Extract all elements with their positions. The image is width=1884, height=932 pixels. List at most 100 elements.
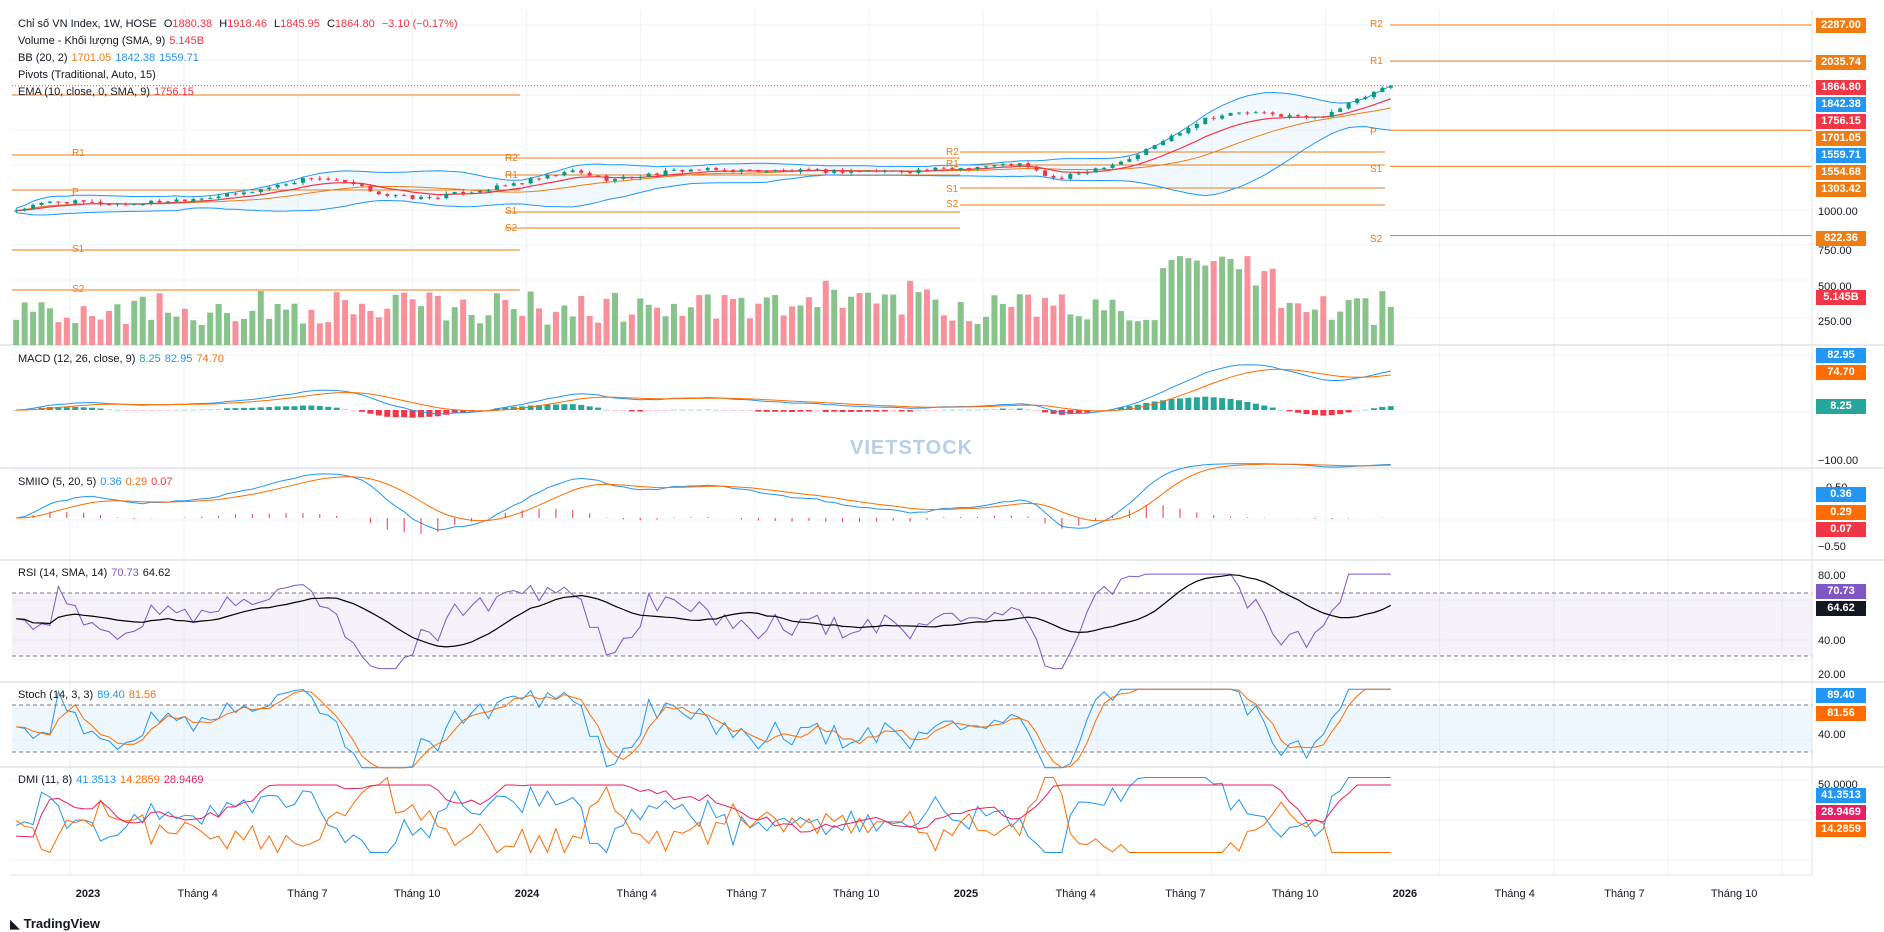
volume-bar (1261, 271, 1268, 345)
volume-bar (350, 314, 357, 345)
candlesticks (14, 84, 1393, 213)
volume-bar (165, 312, 172, 345)
volume-bar (1101, 310, 1108, 345)
volume-bar (1008, 306, 1015, 345)
macd-hist-bar (1008, 408, 1015, 410)
volume-bar (207, 312, 214, 345)
candle-body (300, 178, 305, 183)
macd-hist-bar (510, 406, 517, 410)
candle-body (570, 170, 575, 173)
candle-body (233, 193, 238, 195)
volume-bar (215, 304, 222, 345)
volume-bar (46, 308, 53, 345)
volume-bar (190, 320, 197, 345)
candle-body (317, 178, 322, 180)
macd-hist-bar (1328, 410, 1335, 416)
volume-bar (611, 292, 618, 345)
candle-body (393, 195, 398, 197)
macd-hist-bar (207, 409, 214, 411)
macd-hist-bar (283, 406, 290, 410)
candle-body (1220, 115, 1225, 119)
macd-hist-bar (1160, 400, 1167, 410)
pivot-label-s1: S1 (1370, 164, 1383, 175)
x-axis-label: Tháng 7 (1165, 888, 1206, 900)
volume-bar (687, 307, 694, 345)
macd-hist-bar (375, 410, 382, 416)
volume-bar (358, 303, 365, 345)
macd-hist-bar (654, 410, 661, 411)
volume-bar (679, 315, 686, 345)
macd-hist-bar (131, 410, 138, 411)
macd-signal (16, 368, 1391, 412)
pivot-label-s1-2023: S1 (72, 244, 85, 255)
macd-hist-bar (1202, 396, 1209, 410)
ema-line (16, 98, 1391, 212)
macd-hist-bar (1050, 410, 1057, 414)
tag-bb-upper: 1842.38 (1816, 97, 1866, 112)
candle-body (874, 170, 879, 172)
volume-bar (544, 324, 551, 345)
volume-bar (805, 297, 812, 345)
macd-hist-bar (966, 409, 973, 411)
candle-body (81, 200, 86, 202)
macd-hist-bar (1303, 410, 1310, 415)
candle-body (553, 174, 558, 176)
pivot-label-s1-2025: S1 (946, 184, 959, 195)
volume-bar (1075, 316, 1082, 345)
smi-signal (16, 463, 1391, 522)
volume-bar (1151, 320, 1158, 345)
tag-rsi2: 64.62 (1816, 601, 1866, 616)
candle-body (629, 176, 634, 178)
volume-bar (755, 303, 762, 345)
dmi-adx (16, 784, 1391, 838)
tag-rsi1: 70.73 (1816, 584, 1866, 599)
volume-bar (536, 308, 543, 345)
pivot-label-r1-2025: R1 (946, 159, 959, 170)
candle-body (798, 169, 803, 172)
axis-rsi-80: 80.00 (1818, 570, 1846, 582)
pivot-label-s2-2025: S2 (946, 199, 959, 210)
candle-body (840, 169, 845, 173)
candle-body (309, 178, 314, 180)
macd-hist-bar (342, 408, 349, 410)
tag-smi3: 0.07 (1816, 522, 1866, 537)
candle-body (1262, 112, 1267, 114)
volume-bar (1219, 256, 1226, 345)
volume-bar (1033, 316, 1040, 345)
candle-body (1102, 167, 1107, 169)
macd-hist-bar (552, 404, 559, 410)
macd-hist-bar (1025, 409, 1032, 411)
macd-hist-bar (325, 406, 332, 410)
tag-p: 1303.42 (1816, 182, 1866, 197)
candle-body (478, 190, 483, 193)
macd-hist-bar (628, 410, 635, 412)
candle-body (427, 197, 432, 199)
candle-body (1321, 116, 1326, 118)
chart-canvas[interactable] (0, 0, 1884, 909)
candle-body (832, 169, 837, 173)
macd-hist-bar (1168, 399, 1175, 410)
macd-hist-bar (156, 410, 163, 411)
volume-bar (1025, 294, 1032, 345)
volume-bar (561, 305, 568, 345)
macd-hist-bar (721, 410, 728, 411)
candle-body (123, 203, 128, 205)
macd-hist-bar (578, 404, 585, 410)
tag-bb-lower: 1559.71 (1816, 148, 1866, 163)
volume-bar (308, 309, 315, 345)
volume-bar (1235, 269, 1242, 345)
volume-bar (493, 293, 500, 345)
candle-body (992, 164, 997, 167)
candle-body (157, 200, 162, 203)
pivot-label-p: P (1370, 127, 1377, 138)
volume-bar (1126, 320, 1133, 345)
macd-hist-bar (198, 409, 205, 411)
rsi-band (12, 593, 1812, 656)
smiio-legend: SMIIO (5, 20, 5) 0.36 0.29 0.07 (18, 476, 173, 488)
tag-vol: 5.145B (1816, 290, 1866, 305)
tag-macd-signal: 82.95 (1816, 348, 1866, 363)
candle-body (56, 201, 61, 203)
candle-body (604, 175, 609, 181)
candle-body (98, 201, 103, 205)
candle-body (14, 210, 19, 212)
